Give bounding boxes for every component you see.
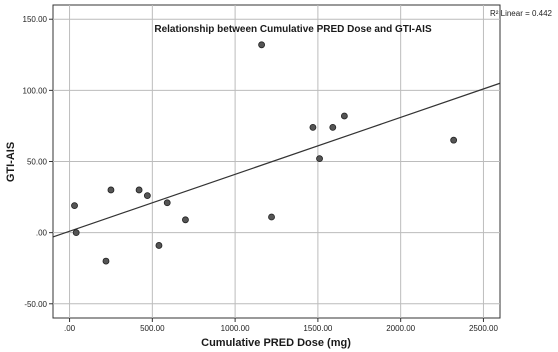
y-tick-label: -50.00 — [24, 300, 47, 309]
y-tick-label: 100.00 — [23, 86, 48, 95]
y-axis-title: GTI-AIS — [5, 142, 17, 182]
data-point — [135, 186, 143, 194]
data-point — [71, 202, 78, 210]
x-tick-label: 1000.00 — [221, 324, 250, 333]
x-tick-label: 2500.00 — [469, 324, 498, 333]
y-tick-label: .00 — [36, 229, 48, 238]
x-tick-label: 1500.00 — [303, 324, 332, 333]
x-tick-label: 500.00 — [140, 324, 165, 333]
fit-line — [52, 82, 501, 238]
data-point — [309, 123, 317, 131]
fit-line-group — [52, 82, 501, 238]
data-point — [316, 155, 323, 163]
data-point — [155, 242, 163, 249]
r2-label: R² Linear = 0.442 — [490, 9, 553, 18]
data-point — [143, 192, 151, 200]
data-points — [71, 41, 458, 265]
x-tick-label: 2000.00 — [386, 324, 415, 333]
data-point — [258, 41, 266, 49]
y-tick-label: 150.00 — [23, 15, 48, 24]
data-point — [163, 199, 171, 207]
data-point — [268, 213, 275, 221]
data-point — [102, 257, 110, 265]
x-axis-title: Cumulative PRED Dose (mg) — [201, 337, 351, 349]
data-point — [329, 123, 337, 131]
x-tick-label: .00 — [64, 324, 76, 333]
grid-lines — [53, 5, 500, 318]
axis-ticks: .00 500.00 1000.00 1500.00 2000.00 2500.00 -50… — [23, 15, 499, 333]
data-point — [450, 136, 458, 144]
data-point — [107, 186, 115, 194]
data-point — [72, 229, 80, 237]
data-point — [340, 112, 348, 120]
data-point — [182, 216, 189, 224]
chart-title: Relationship between Cumulative PRED Dos… — [154, 24, 432, 35]
y-tick-label: 50.00 — [27, 158, 48, 167]
